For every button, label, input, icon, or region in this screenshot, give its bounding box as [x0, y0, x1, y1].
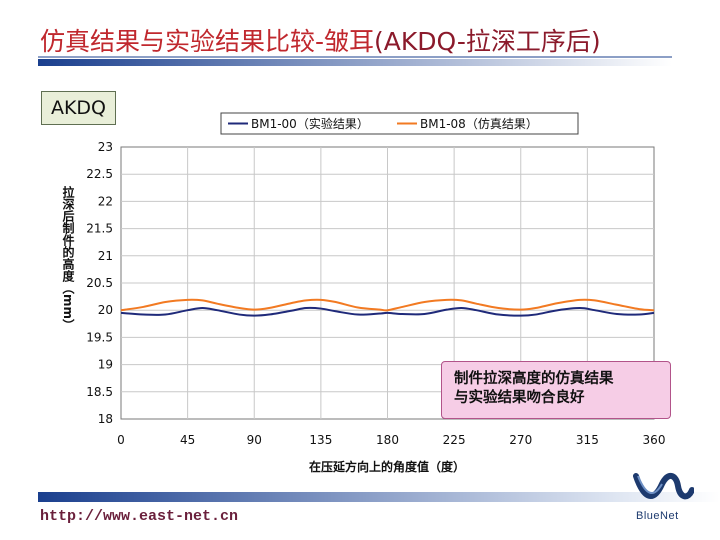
x-tick-label: 270: [509, 433, 532, 447]
series-line-simulation: [120, 298, 655, 312]
slide-title-en: (AKDQ-拉深工序后): [374, 27, 601, 56]
series-line-experiment: [120, 306, 655, 317]
x-tick-label: 225: [443, 433, 466, 447]
y-axis-title: 拉深后制件的高度（mm）: [61, 185, 75, 331]
x-tick-label: 360: [643, 433, 666, 447]
x-tick-label: 90: [247, 433, 262, 447]
y-tick-label: 22.5: [86, 167, 113, 181]
tick-labels: 0 45 90 135 180 225 270 315 360 18 18.5 19 19.5 20 20.…: [86, 140, 665, 447]
y-tick-label: 20: [98, 303, 113, 317]
title-rule: [38, 56, 672, 66]
y-tick-label: 19.5: [86, 330, 113, 344]
legend-label-experiment: BM1-00（实验结果）: [251, 116, 369, 131]
series-lines: [120, 298, 655, 317]
y-tick-label: 18: [98, 412, 113, 426]
callout-line-2: 与实验结果吻合良好: [454, 390, 585, 406]
y-tick-label: 23: [98, 140, 113, 154]
x-tick-label: 180: [376, 433, 399, 447]
footer-bar: [38, 492, 720, 502]
x-tick-label: 135: [309, 433, 332, 447]
legend: BM1-00（实验结果） BM1-08（仿真结果）: [220, 112, 579, 135]
x-tick-label: 45: [180, 433, 195, 447]
akdq-tag: AKDQ: [41, 91, 116, 125]
y-tick-label: 18.5: [86, 385, 113, 399]
footer-url: http://www.east-net.cn: [40, 508, 239, 525]
x-tick-label: 315: [576, 433, 599, 447]
x-tick-label: 0: [117, 433, 125, 447]
y-tick-label: 19: [98, 358, 113, 372]
conclusion-callout: 制件拉深高度的仿真结果 与实验结果吻合良好: [441, 361, 671, 419]
callout-line-1: 制件拉深高度的仿真结果: [454, 371, 614, 387]
legend-label-simulation: BM1-08（仿真结果）: [420, 117, 538, 131]
logo-text: BlueNet: [636, 510, 679, 522]
y-tick-label: 20.5: [86, 276, 113, 290]
bluenet-logo-icon: [633, 473, 694, 500]
slide-title-cn: 仿真结果与实验结果比较-皱耳: [40, 27, 375, 56]
slide-title: 仿真结果与实验结果比较-皱耳(AKDQ-拉深工序后): [40, 22, 601, 58]
y-tick-label: 21: [98, 249, 113, 263]
y-tick-label: 22: [98, 194, 113, 208]
x-axis-title: 在压延方向上的角度值（度）: [309, 459, 465, 474]
y-tick-label: 21.5: [86, 222, 113, 236]
